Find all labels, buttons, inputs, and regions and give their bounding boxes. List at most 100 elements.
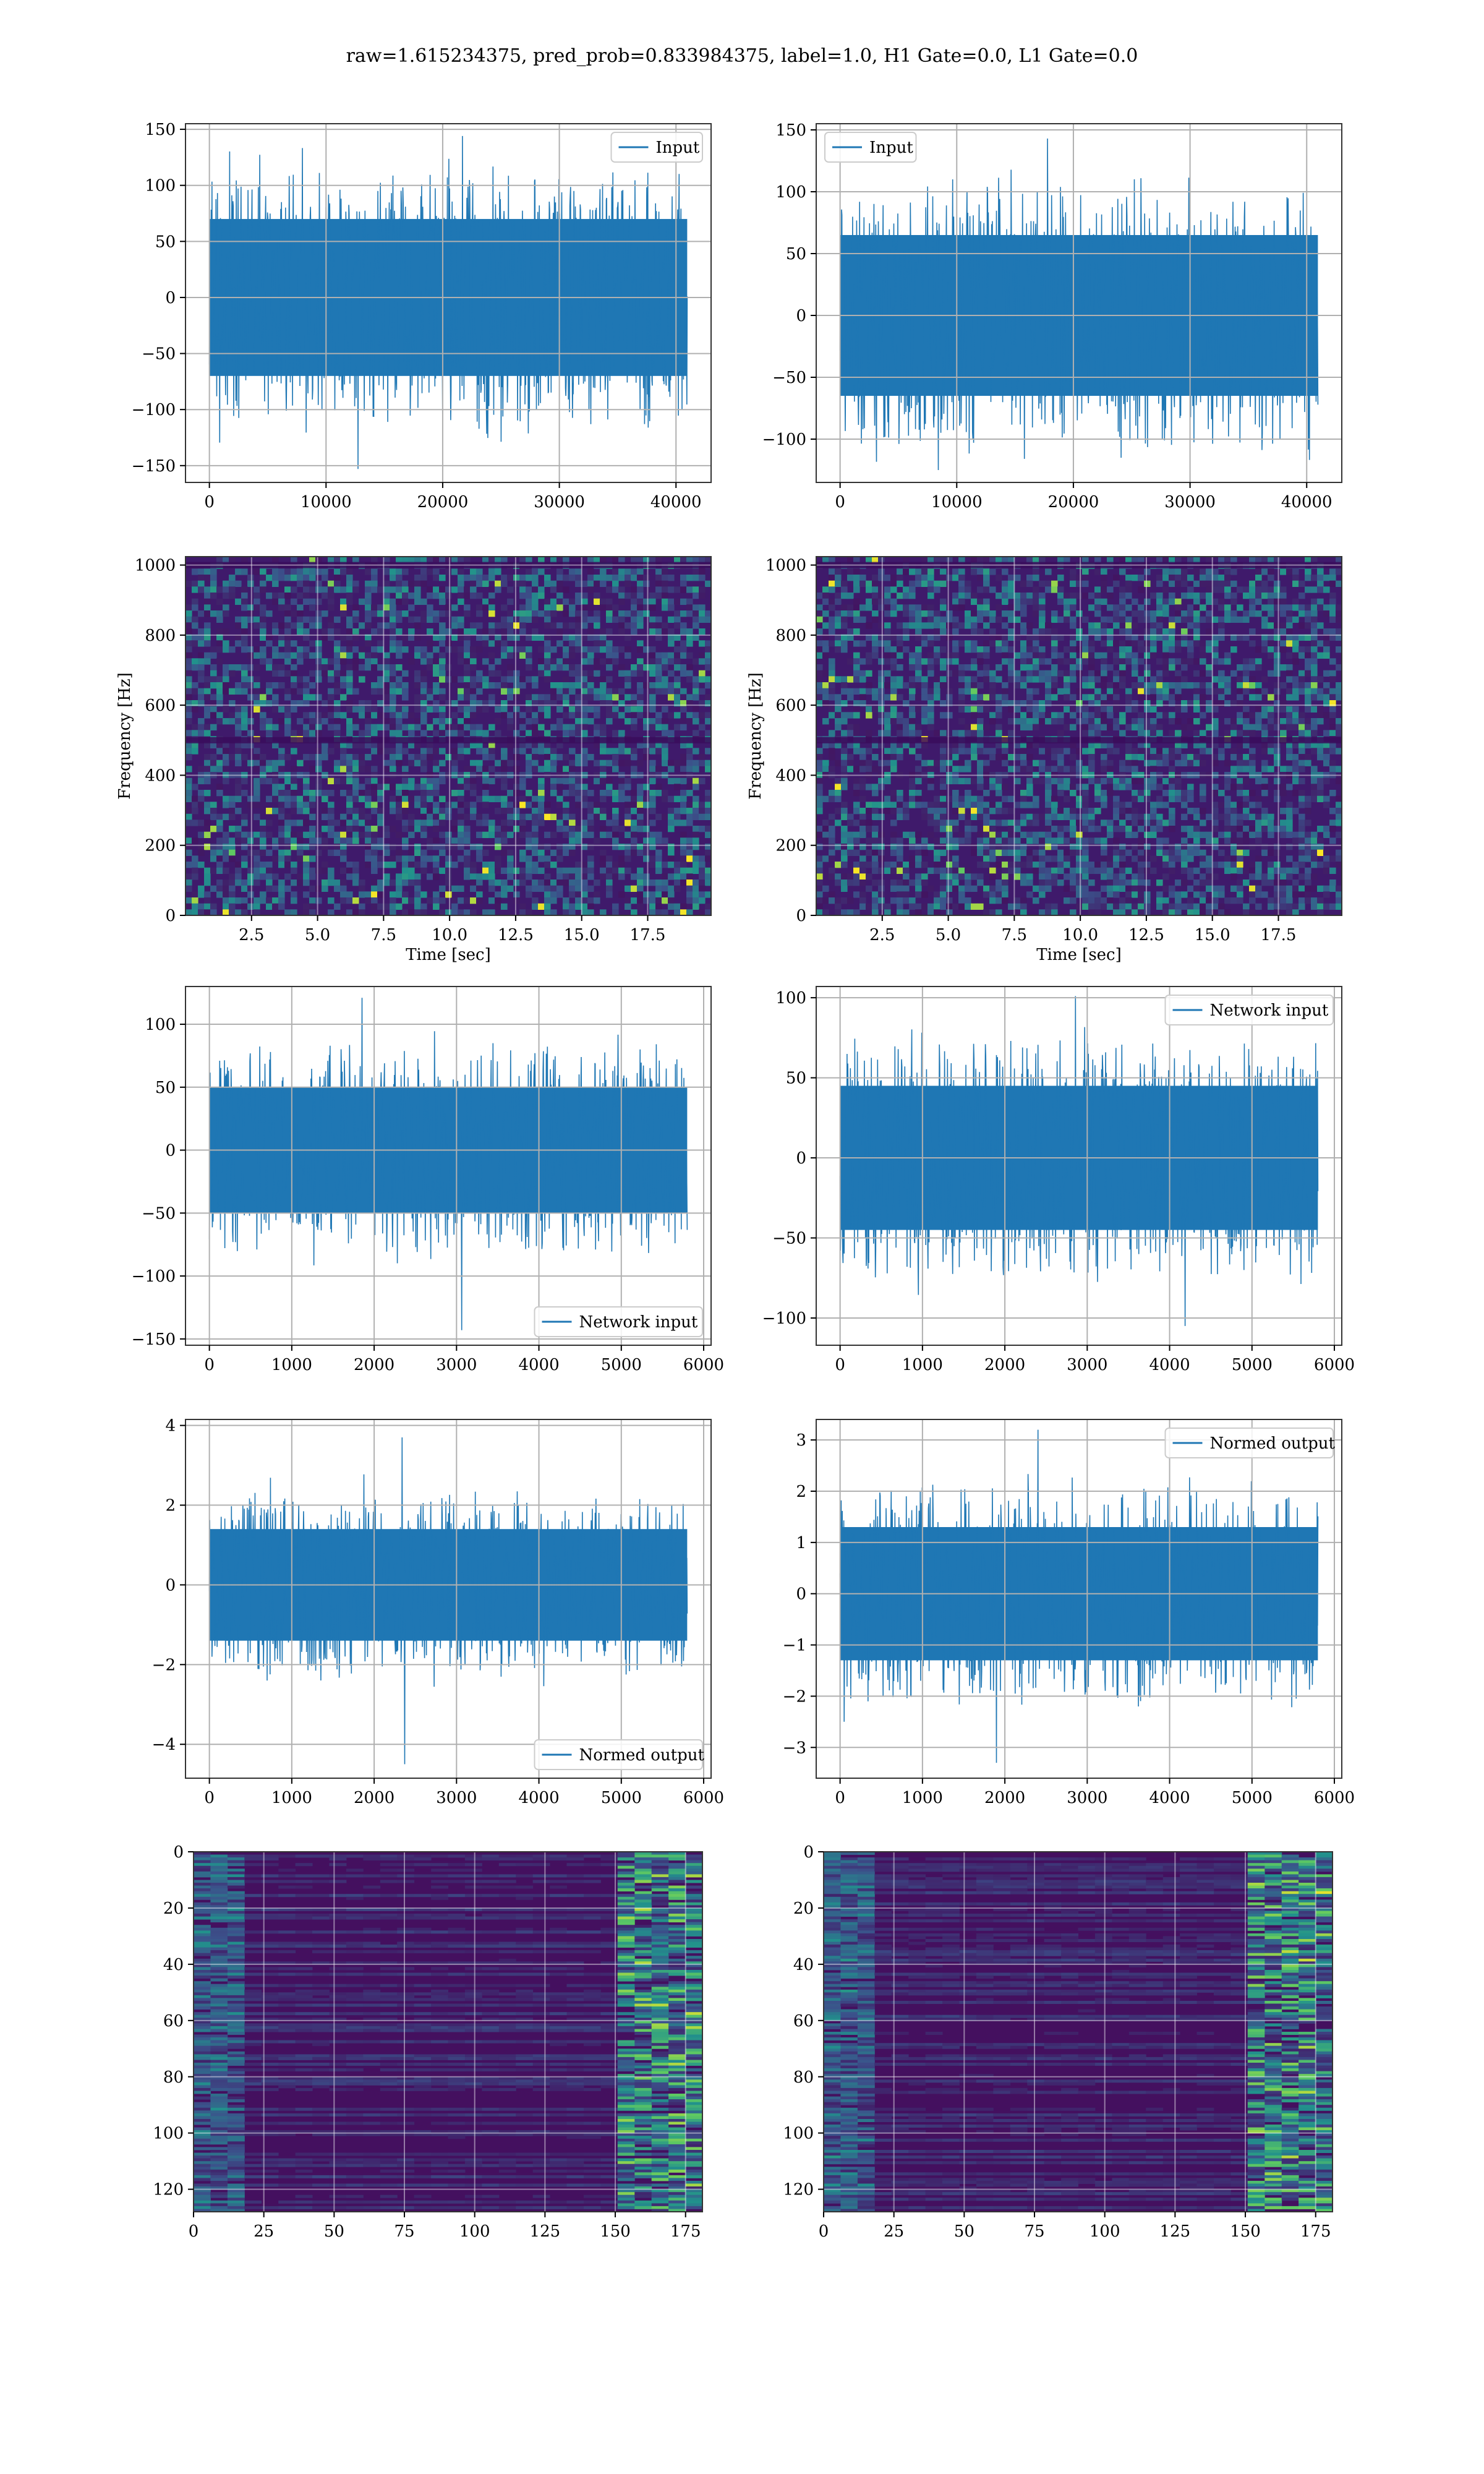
spectrogram-cell: [1268, 640, 1274, 647]
spectrogram-cell: [1212, 706, 1219, 713]
spectrogram-cell: [377, 586, 384, 593]
spectrogram-cell: [458, 790, 464, 797]
spectrogram-cell: [587, 718, 594, 725]
spectrogram-cell: [983, 610, 990, 617]
spectrogram-cell: [260, 766, 267, 773]
spectrogram-cell: [637, 688, 644, 695]
spectrogram-cell: [476, 873, 483, 880]
spectrogram-cell: [1101, 586, 1107, 593]
spectrogram-cell: [309, 652, 316, 659]
spectrogram-cell: [322, 790, 328, 797]
spectrogram-cell: [210, 586, 217, 593]
spectrogram-cell: [254, 568, 260, 575]
spectrogram-cell: [186, 706, 192, 713]
spectrogram-cell: [464, 867, 471, 874]
spectrogram-cell: [482, 766, 489, 773]
spectrogram-cell: [556, 849, 563, 856]
spectrogram-cell: [501, 808, 508, 815]
spectrogram-cell: [198, 790, 205, 797]
spectrogram-cell: [390, 724, 396, 730]
spectrogram-cell: [921, 568, 928, 575]
spectrogram-cell: [377, 712, 384, 719]
spectrogram-cell: [278, 795, 285, 802]
spectrogram-cell: [1020, 646, 1027, 653]
spectrogram-cell: [897, 754, 903, 761]
spectrogram-cell: [303, 646, 310, 653]
spectrogram-cell: [674, 903, 681, 910]
spectrogram-cell: [383, 760, 390, 766]
spectrogram-cell: [847, 658, 854, 665]
spectrogram-cell: [1206, 670, 1213, 677]
spectrogram-cell: [396, 802, 403, 808]
spectrogram-cell: [581, 718, 588, 725]
spectrogram-cell: [482, 682, 489, 689]
spectrogram-cell: [1311, 557, 1318, 563]
spectrogram-cell: [420, 700, 427, 707]
spectrogram-cell: [346, 909, 353, 915]
spectrogram-cell: [1162, 610, 1169, 617]
spectrogram-cell: [1193, 593, 1200, 599]
spectrogram-cell: [365, 813, 372, 820]
spectrogram-cell: [915, 730, 922, 737]
spectrogram-cell: [680, 760, 687, 766]
spectrogram-cell: [501, 903, 508, 910]
spectrogram-cell: [383, 658, 390, 665]
spectrogram-cell: [1268, 706, 1274, 713]
spectrogram-cell: [519, 580, 526, 587]
spectrogram-cell: [996, 634, 1002, 641]
spectrogram-cell: [309, 766, 316, 773]
spectrogram-cell: [192, 598, 198, 605]
spectrogram-cell: [254, 873, 260, 880]
spectrogram-cell: [1329, 628, 1336, 635]
spectrogram-cell: [210, 808, 217, 815]
spectrogram-cell: [940, 557, 947, 563]
spectrogram-cell: [458, 795, 464, 802]
spectrogram-cell: [693, 862, 699, 868]
spectrogram-cell: [464, 849, 471, 856]
spectrogram-cell: [216, 688, 223, 695]
spectrogram-cell: [1132, 670, 1138, 677]
spectrogram-cell: [1150, 682, 1157, 689]
spectrogram-cell: [377, 855, 384, 862]
spectrogram-cell: [433, 808, 440, 815]
spectrogram-cell: [693, 604, 699, 611]
spectrogram-cell: [1311, 718, 1318, 725]
spectrogram-cell: [649, 909, 656, 915]
spectrogram-cell: [538, 593, 545, 599]
spectrogram-cell: [822, 622, 829, 629]
spectrogram-cell: [186, 622, 192, 629]
spectrogram-cell: [1082, 712, 1089, 719]
spectrogram-cell: [699, 909, 706, 915]
spectrogram-cell: [1311, 646, 1318, 653]
spectrogram-cell: [569, 826, 576, 833]
spectrogram-cell: [829, 586, 835, 593]
spectrogram-cell: [1082, 724, 1089, 730]
spectrogram-cell: [1094, 724, 1101, 730]
spectrogram-cell: [1317, 640, 1324, 647]
spectrogram-cell: [1224, 718, 1231, 725]
spectrogram-cell: [1094, 712, 1101, 719]
spectrogram-cell: [476, 772, 483, 779]
spectrogram-cell: [1162, 652, 1169, 659]
spectrogram-cell: [420, 855, 427, 862]
spectrogram-cell: [1064, 688, 1070, 695]
spectrogram-cell: [674, 808, 681, 815]
spectrogram-cell: [260, 610, 267, 617]
spectrogram-cell: [328, 604, 335, 611]
spectrogram-cell: [1125, 586, 1132, 593]
spectrogram-cell: [655, 593, 662, 599]
spectrogram-cell: [909, 652, 916, 659]
spectrogram-cell: [668, 855, 675, 862]
spectrogram-cell: [668, 820, 675, 826]
spectrogram-cell: [464, 682, 471, 689]
spectrogram-cell: [482, 867, 489, 874]
spectrogram-cell: [606, 610, 613, 617]
spectrogram-cell: [1132, 706, 1138, 713]
spectrogram-cell: [1002, 748, 1009, 755]
spectrogram-cell: [600, 628, 607, 635]
spectrogram-cell: [674, 820, 681, 826]
spectrogram-cell: [934, 646, 940, 653]
spectrogram-cell: [322, 867, 328, 874]
spectrogram-cell: [1286, 604, 1293, 611]
spectrogram-cell: [390, 795, 396, 802]
